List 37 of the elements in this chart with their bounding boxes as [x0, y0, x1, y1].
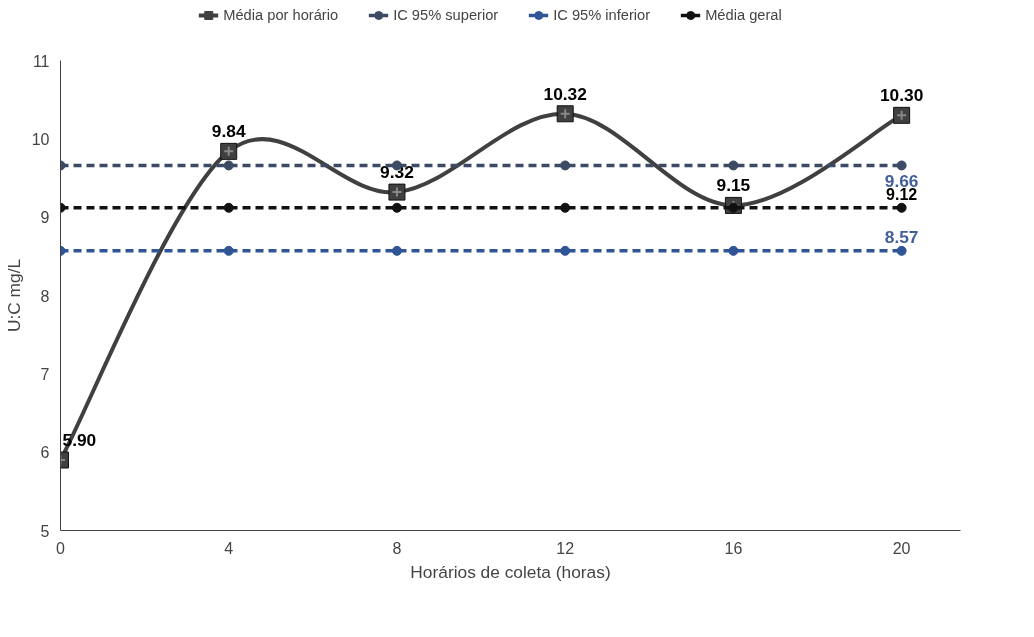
point — [560, 245, 571, 256]
x-tick-label: 0 — [56, 539, 66, 557]
x-axis-title: Horários de coleta (horas) — [410, 561, 611, 582]
data-label: 10.30 — [879, 85, 924, 106]
point — [896, 202, 907, 213]
y-tick-label: 6 — [40, 444, 50, 462]
legend-label: Média geral — [705, 7, 782, 23]
point — [223, 202, 234, 213]
x-tick-label: 4 — [224, 539, 234, 557]
y-tick-label: 10 — [31, 130, 50, 148]
legend-label: Média por horário — [223, 7, 339, 23]
data-label: 9.84 — [211, 121, 246, 142]
y-axis-title: U:C mg/L — [3, 258, 24, 333]
point — [391, 202, 402, 213]
point — [728, 245, 739, 256]
y-tick-label: 9 — [40, 209, 50, 227]
point — [560, 202, 571, 213]
point — [728, 160, 739, 171]
data-label: 10.32 — [543, 83, 587, 104]
point — [391, 245, 402, 256]
x-tick-label: 8 — [392, 539, 402, 557]
x-tick-label: 16 — [724, 539, 743, 557]
legend-label: IC 95% superior — [393, 7, 499, 23]
x-tick-label: 20 — [892, 539, 911, 557]
point — [896, 245, 907, 256]
data-label: 8.57 — [884, 226, 919, 247]
y-tick-label: 11 — [32, 52, 50, 70]
point — [223, 160, 234, 171]
y-tick-label: 8 — [40, 287, 50, 305]
data-label: 9.15 — [716, 175, 751, 196]
point — [560, 160, 571, 171]
y-tick-label: 7 — [40, 365, 50, 383]
point — [896, 160, 907, 171]
x-tick-label: 12 — [556, 539, 575, 557]
legend-label: IC 95% inferior — [553, 7, 651, 23]
y-tick-label: 5 — [40, 522, 50, 540]
point — [223, 245, 234, 256]
